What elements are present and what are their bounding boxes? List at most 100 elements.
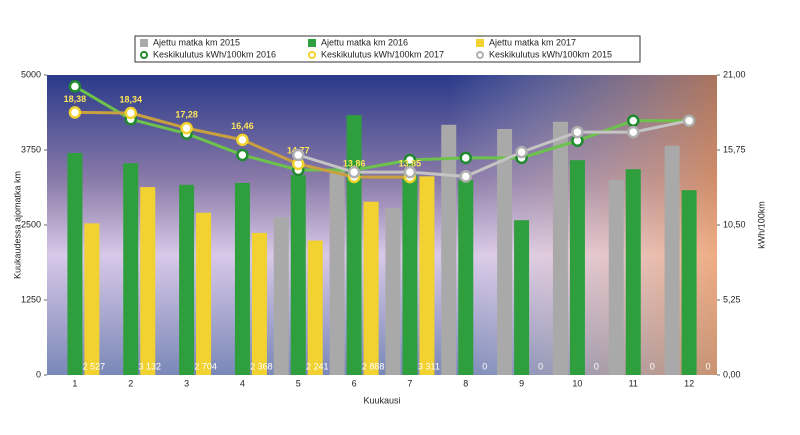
bar [552,121,568,375]
x-tick-label: 3 [184,378,189,388]
bar [84,223,100,375]
bar [458,180,474,375]
legend-swatch [308,39,316,47]
bar-value-label: 2 704 [194,361,217,371]
x-tick-label: 9 [519,378,524,388]
bar [196,212,212,375]
line-value-label: 18,38 [64,94,87,104]
bar [307,240,323,375]
legend-swatch [476,39,484,47]
y2-tick-label: 5,25 [723,294,741,304]
bar [363,201,379,375]
line-point [459,151,472,165]
y-tick-label: 3750 [21,144,41,154]
line-point [515,145,528,159]
bar [234,183,250,375]
x-tick-label: 11 [629,378,638,388]
y-tick-label: 1250 [21,294,41,304]
bar [179,184,195,375]
line-point [124,106,137,120]
line-point [403,165,417,179]
legend-label: Ajettu matka km 2015 [153,37,240,47]
line-point [627,125,640,139]
x-tick-label: 4 [240,378,245,388]
bar [625,169,641,375]
bar [329,171,345,375]
legend-label: Ajettu matka km 2017 [489,37,576,47]
line-value-label: 17,28 [175,110,198,120]
bar [569,160,585,375]
bar-value-label: 2 241 [306,361,329,371]
legend-label: Keskikulutus kWh/100km 2017 [321,49,444,59]
y2-tick-label: 15,75 [723,144,746,154]
x-tick-label: 1 [72,378,77,388]
bar [273,217,289,375]
line-point [682,114,696,127]
line-point [571,125,584,139]
bar [385,208,401,375]
legend-label: Keskikulutus kWh/100km 2015 [489,49,612,59]
y2-axis-label: kWh/100km [756,201,766,249]
line [297,119,690,178]
line-value-label: 16,46 [231,121,254,131]
line-value-label: 13,85 [399,159,422,169]
line-point [459,170,472,183]
line-point [68,80,82,93]
legend-swatch [308,51,316,59]
bar [664,145,680,375]
bar-value-label: 0 [482,361,487,371]
bar [67,153,83,375]
line-point [236,148,249,162]
y2-tick-label: 0,00 [723,369,741,379]
bar [497,129,513,375]
bar-value-label: 3 132 [138,361,161,371]
bar [514,220,530,375]
bar-value-label: 0 [650,361,655,371]
line-value-label: 18,34 [119,94,142,104]
bar-value-label: 0 [538,361,543,371]
bar-value-label: 2 527 [83,361,106,371]
legend-swatch [140,51,148,59]
x-tick-label: 10 [572,378,582,388]
bar-value-label: 3 311 [418,361,440,371]
bar [681,190,697,375]
bar [419,176,435,375]
line-point [236,133,249,147]
bar [608,180,624,375]
x-tick-label: 12 [684,378,694,388]
bar-value-label: 0 [706,361,711,371]
x-tick-label: 6 [352,378,357,388]
line-point [627,114,640,127]
y2-tick-label: 10,50 [723,219,746,229]
legend-swatch [476,51,484,59]
legend-swatch [140,39,148,47]
bar [290,175,306,375]
bar [441,124,457,375]
line-point [347,165,361,179]
line-point [180,121,193,135]
x-axis-label: Kuukausi [363,395,400,405]
line-point [403,153,417,167]
bar-value-label: 2 888 [362,361,385,371]
bar [346,115,362,375]
legend-label: Ajettu matka km 2016 [321,37,408,47]
legend-label: Keskikulutus kWh/100km 2016 [153,49,276,59]
line-value-label: 13,86 [343,158,366,168]
y-tick-label: 0 [36,369,41,379]
line [74,85,690,172]
bar [140,187,156,375]
x-tick-label: 5 [296,378,301,388]
y-tick-label: 2500 [21,219,41,229]
line-point [68,106,82,119]
legend [134,35,641,63]
x-tick-label: 8 [463,378,468,388]
bar-value-label: 2 368 [250,361,273,371]
bar [402,175,418,375]
bar-value-label: 0 [594,361,599,371]
y2-tick-label: 21,00 [723,69,746,79]
y-axis-label: Kuukaudessa ajomatka km [12,171,22,279]
bar [251,232,267,375]
line-point [292,148,305,162]
bar [123,163,139,375]
